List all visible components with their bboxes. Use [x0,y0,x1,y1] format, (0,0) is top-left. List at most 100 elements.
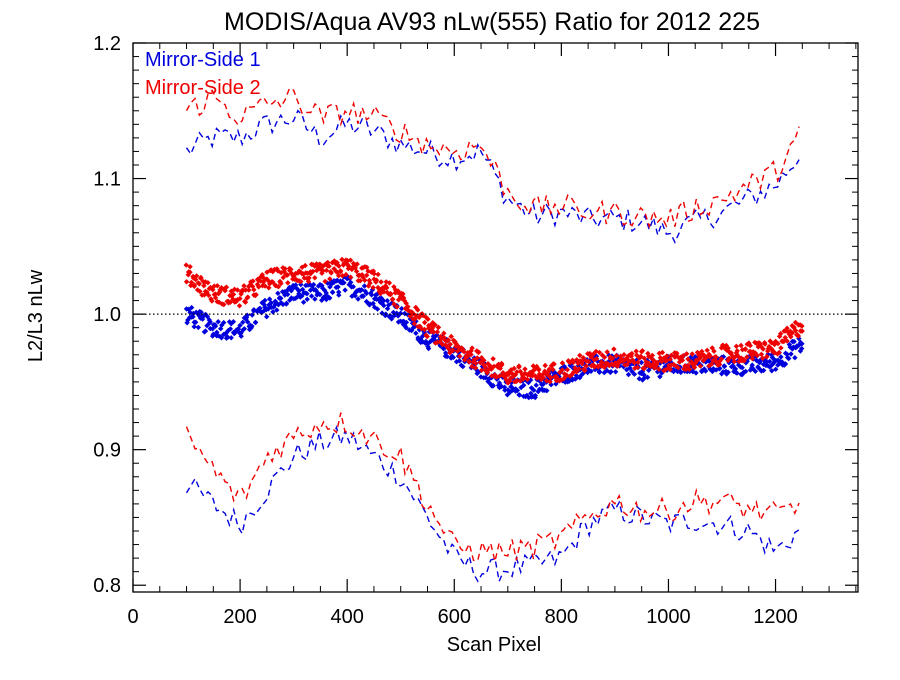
mirror-side-2-point [599,360,605,366]
mirror-side-1-point [761,358,767,364]
mirror-side-1-point [646,367,652,373]
mirror-side-2-point [511,365,517,372]
mirror-side-2-point [621,352,627,358]
mirror-side-2-point [755,344,761,350]
mirror-side-2-point [722,345,728,351]
mirror-side-1-point [713,367,719,373]
mirror-side-2-point [223,284,230,290]
mirror-side-2-point [221,301,227,308]
mirror-side-1-point [531,387,537,393]
mirror-side-1-point [228,335,234,341]
x-tick-label: 800 [545,606,578,628]
mirror-side-2-point [275,284,282,290]
mirror-side-1-point [612,369,619,375]
mirror-side-1-point [441,346,447,352]
mirror-side-2-point [577,352,583,359]
mirror-side-2-point [209,298,215,304]
mirror-side-2-point [266,285,272,291]
mirror-side-1-point [521,382,527,388]
mirror-side-1-point [678,369,684,376]
mirror-side-1-point [670,366,676,373]
mirror-side-2-point [752,350,758,356]
mirror-side-2-point [478,367,485,373]
mirror-side-2-point [585,358,592,365]
mirror-side-2-point [215,291,222,297]
mirror-side-1-point [773,366,779,372]
mirror-side-2-point [662,367,668,373]
mirror-side-2-point [659,358,665,365]
mirror-side-1-upper-band-line [185,109,800,244]
mirror-side-1-point [562,365,568,371]
mirror-side-2-point [183,279,190,285]
mirror-side-1-point [782,361,789,367]
mirror-side-2-point [326,263,332,269]
mirror-side-1-point [763,359,770,365]
mirror-side-2-point [651,357,657,364]
mirror-side-2-point [559,367,565,373]
mirror-side-1-point [329,289,336,295]
mirror-side-2-point [517,378,523,384]
x-tick-label: 1000 [646,606,691,628]
mirror-side-2-point [581,367,588,374]
mirror-side-2-point [699,348,705,355]
mirror-side-2-point [448,333,454,340]
mirror-side-1-point [799,341,805,347]
mirror-side-2-point [706,363,712,369]
mirror-side-2-point [519,372,525,378]
mirror-side-2-point [628,353,634,359]
mirror-side-1-point [596,368,602,375]
mirror-side-2-point [474,355,480,361]
mirror-side-2-point [576,366,582,372]
mirror-side-1-point [624,367,630,373]
mirror-side-1-point [199,316,206,322]
mirror-side-1-point [388,316,395,322]
mirror-side-2-point [776,350,782,356]
mirror-side-2-point [630,357,636,363]
mirror-side-2-point [792,319,799,326]
mirror-side-2-point [525,371,531,377]
mirror-side-1-point [323,290,329,296]
mirror-side-1-point [721,363,728,370]
mirror-side-2-point [529,373,535,379]
mirror-side-1-point [636,376,642,382]
mirror-side-1-point [688,354,694,360]
mirror-side-1-point [797,339,804,346]
mirror-side-1-point [381,302,387,309]
mirror-side-2-point [557,369,563,376]
mirror-side-1-point [762,356,768,362]
mirror-side-2-point [499,362,505,368]
mirror-side-1-point [739,364,745,371]
mirror-side-2-point [546,366,552,372]
mirror-side-1-point [413,330,419,336]
mirror-side-2-point [574,357,580,363]
mirror-side-1-point [725,369,731,375]
mirror-side-1-point [769,368,775,374]
mirror-side-2-point [391,301,397,307]
x-tick-label: 200 [223,606,256,628]
mirror-side-1-point [760,367,767,374]
mirror-side-2-point [767,338,773,344]
mirror-side-2-point [559,360,566,366]
mirror-side-2-point [634,364,641,371]
mirror-side-2-lower-band-line [185,412,800,562]
mirror-side-2-point [251,287,257,293]
mirror-side-2-point [656,366,662,372]
mirror-side-2-point [198,275,204,281]
mirror-side-2-point [536,367,542,373]
mirror-side-1-point [513,386,519,392]
mirror-side-1-point [227,326,234,332]
mirror-side-2-point [605,360,611,367]
mirror-side-2-point [718,356,725,362]
mirror-side-1-point [237,322,243,329]
mirror-side-2-point [673,363,679,369]
mirror-side-2-point [696,351,702,357]
mirror-side-2-point [683,366,689,373]
mirror-side-1-point [516,392,523,398]
mirror-side-1-point [693,370,699,376]
mirror-side-2-point [659,349,666,356]
mirror-side-1-point [193,319,199,325]
mirror-side-1-point [241,326,247,332]
mirror-side-2-point [778,345,784,351]
mirror-side-1-point [767,358,773,365]
mirror-side-1-point [741,369,747,375]
